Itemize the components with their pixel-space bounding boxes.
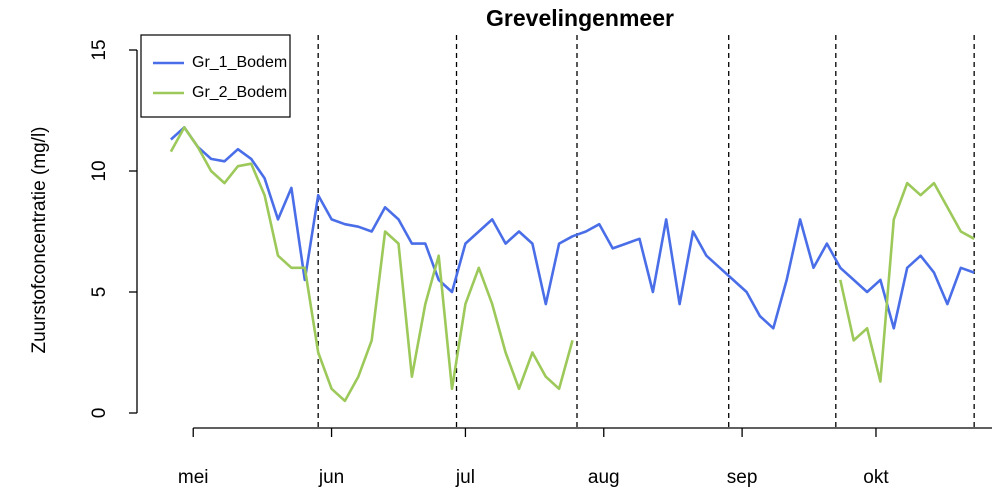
- legend-box: [140, 34, 291, 118]
- y-tick-label: 0: [89, 408, 110, 419]
- x-tick-label: okt: [863, 467, 889, 488]
- x-tick-label: aug: [588, 467, 620, 488]
- legend: Gr_1_Bodem Gr_2_Bodem: [140, 34, 291, 118]
- legend-label: Gr_1_Bodem: [192, 54, 287, 71]
- x-tick-label: jun: [318, 467, 344, 488]
- data-line: [170, 126, 975, 330]
- y-tick-label: 5: [89, 287, 110, 298]
- x-tick-label: sep: [727, 467, 758, 488]
- y-axis-label: Zuurstofconcentratie (mg/l): [29, 126, 50, 353]
- legend-label: Gr_2_Bodem: [192, 84, 287, 101]
- data-line: [169, 126, 975, 403]
- y-tick-label: 10: [89, 160, 110, 181]
- x-tick-label: jul: [455, 467, 475, 488]
- chart-title: Grevelingenmeer: [486, 5, 674, 31]
- y-tick-label: 15: [89, 39, 110, 60]
- x-tick-label: mei: [178, 467, 209, 488]
